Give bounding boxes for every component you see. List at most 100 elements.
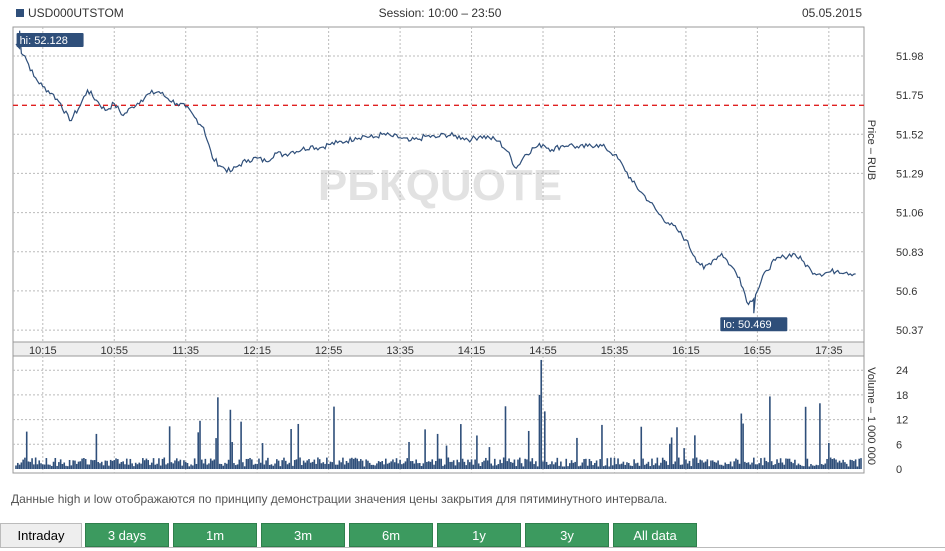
volume-bar bbox=[293, 460, 296, 469]
volume-bar bbox=[411, 461, 414, 469]
volume-bar bbox=[195, 463, 198, 469]
volume-bar bbox=[792, 463, 794, 469]
volume-bar bbox=[497, 464, 500, 469]
volume-bar bbox=[801, 465, 803, 469]
volume-bar bbox=[111, 460, 114, 469]
volume-bar bbox=[142, 458, 144, 469]
volume-bar bbox=[845, 463, 848, 469]
volume-bar bbox=[806, 458, 809, 469]
volume-bar bbox=[785, 458, 787, 469]
tab-1y[interactable]: 1y bbox=[437, 523, 521, 547]
volume-bar bbox=[308, 459, 310, 469]
volume-bar bbox=[102, 465, 105, 469]
volume-bar bbox=[622, 461, 625, 469]
volume-bar bbox=[769, 396, 771, 469]
volume-bar bbox=[352, 458, 355, 469]
x-tick-label: 16:55 bbox=[744, 345, 772, 357]
volume-bar bbox=[299, 457, 301, 469]
volume-bar bbox=[238, 459, 241, 469]
volume-bar bbox=[79, 461, 82, 469]
tab-intraday[interactable]: Intraday bbox=[0, 523, 82, 547]
volume-bar bbox=[63, 462, 66, 469]
volume-bar bbox=[774, 464, 777, 469]
volume-bar bbox=[640, 426, 643, 469]
volume-bar bbox=[168, 426, 171, 469]
volume-bar bbox=[181, 465, 183, 469]
volume-bar bbox=[588, 458, 591, 469]
volume-bar bbox=[379, 461, 382, 469]
volume-bar bbox=[670, 437, 673, 469]
volume-bar bbox=[485, 457, 487, 469]
volume-bar bbox=[585, 458, 587, 469]
volume-bar bbox=[240, 421, 242, 469]
volume-bar bbox=[731, 466, 734, 469]
volume-bar bbox=[576, 437, 578, 469]
volume-bar bbox=[465, 465, 467, 469]
volume-bar bbox=[384, 458, 387, 469]
volume-bar bbox=[149, 464, 151, 469]
x-tick-label: 13:35 bbox=[386, 345, 414, 357]
volume-bar bbox=[58, 462, 60, 469]
tab-1m[interactable]: 1m bbox=[173, 523, 257, 547]
volume-bar bbox=[259, 462, 262, 469]
volume-bar bbox=[817, 465, 819, 469]
tab-6m[interactable]: 6m bbox=[349, 523, 433, 547]
volume-bar bbox=[451, 461, 453, 469]
volume-bar bbox=[672, 464, 675, 469]
volume-bar bbox=[329, 461, 332, 469]
volume-bar bbox=[283, 457, 285, 469]
volume-bar bbox=[477, 463, 480, 469]
volume-bar bbox=[586, 465, 589, 469]
volume-bar bbox=[479, 466, 482, 469]
volume-bar bbox=[165, 464, 167, 469]
volume-bar bbox=[211, 460, 214, 469]
volume-bar bbox=[68, 459, 71, 469]
tab-3y[interactable]: 3y bbox=[525, 523, 609, 547]
volume-bar bbox=[642, 458, 644, 469]
tab-all-data[interactable]: All data bbox=[613, 523, 697, 547]
volume-bar bbox=[463, 461, 466, 469]
volume-bar bbox=[658, 465, 660, 469]
volume-bar bbox=[175, 458, 178, 469]
hi-label: hi: 52.128 bbox=[16, 33, 84, 47]
tab-3-days[interactable]: 3 days bbox=[85, 523, 169, 547]
volume-bar bbox=[209, 458, 212, 469]
volume-bar bbox=[74, 460, 76, 469]
volume-bar bbox=[313, 459, 316, 469]
volume-bar bbox=[113, 460, 116, 469]
volume-bar bbox=[438, 458, 441, 469]
volume-bar bbox=[626, 462, 628, 469]
volume-bar bbox=[284, 460, 287, 469]
volume-bar bbox=[745, 462, 748, 469]
volume-bar bbox=[197, 432, 200, 469]
volume-bar bbox=[426, 461, 428, 469]
volume-bar bbox=[390, 461, 392, 469]
volume-bar bbox=[545, 461, 548, 469]
volume-bar bbox=[231, 442, 233, 469]
volume-bar bbox=[704, 461, 707, 469]
volume-bar bbox=[440, 458, 442, 469]
volume-bar bbox=[649, 466, 651, 469]
volume-bar bbox=[770, 461, 773, 469]
volume-bar bbox=[311, 461, 314, 469]
volume-bar bbox=[370, 464, 373, 469]
volume-bar bbox=[183, 460, 185, 469]
tab-3m[interactable]: 3m bbox=[261, 523, 345, 547]
volume-bar bbox=[610, 457, 612, 469]
volume-bar bbox=[108, 465, 110, 469]
volume-bar bbox=[190, 464, 192, 469]
volume-bar bbox=[517, 459, 519, 469]
volume-bar bbox=[174, 460, 176, 469]
volume-bar bbox=[226, 463, 228, 469]
volume-bar bbox=[22, 459, 24, 469]
volume-bar bbox=[747, 462, 750, 469]
volume-bar bbox=[760, 458, 762, 469]
volume-bar bbox=[315, 463, 317, 469]
volume-bar bbox=[779, 458, 782, 469]
volume-bar bbox=[799, 464, 802, 469]
volume-bar bbox=[188, 466, 191, 469]
volume-bar bbox=[554, 462, 557, 469]
volume-bar bbox=[59, 459, 62, 469]
volume-bar bbox=[560, 461, 562, 469]
volume-bar bbox=[597, 466, 600, 469]
